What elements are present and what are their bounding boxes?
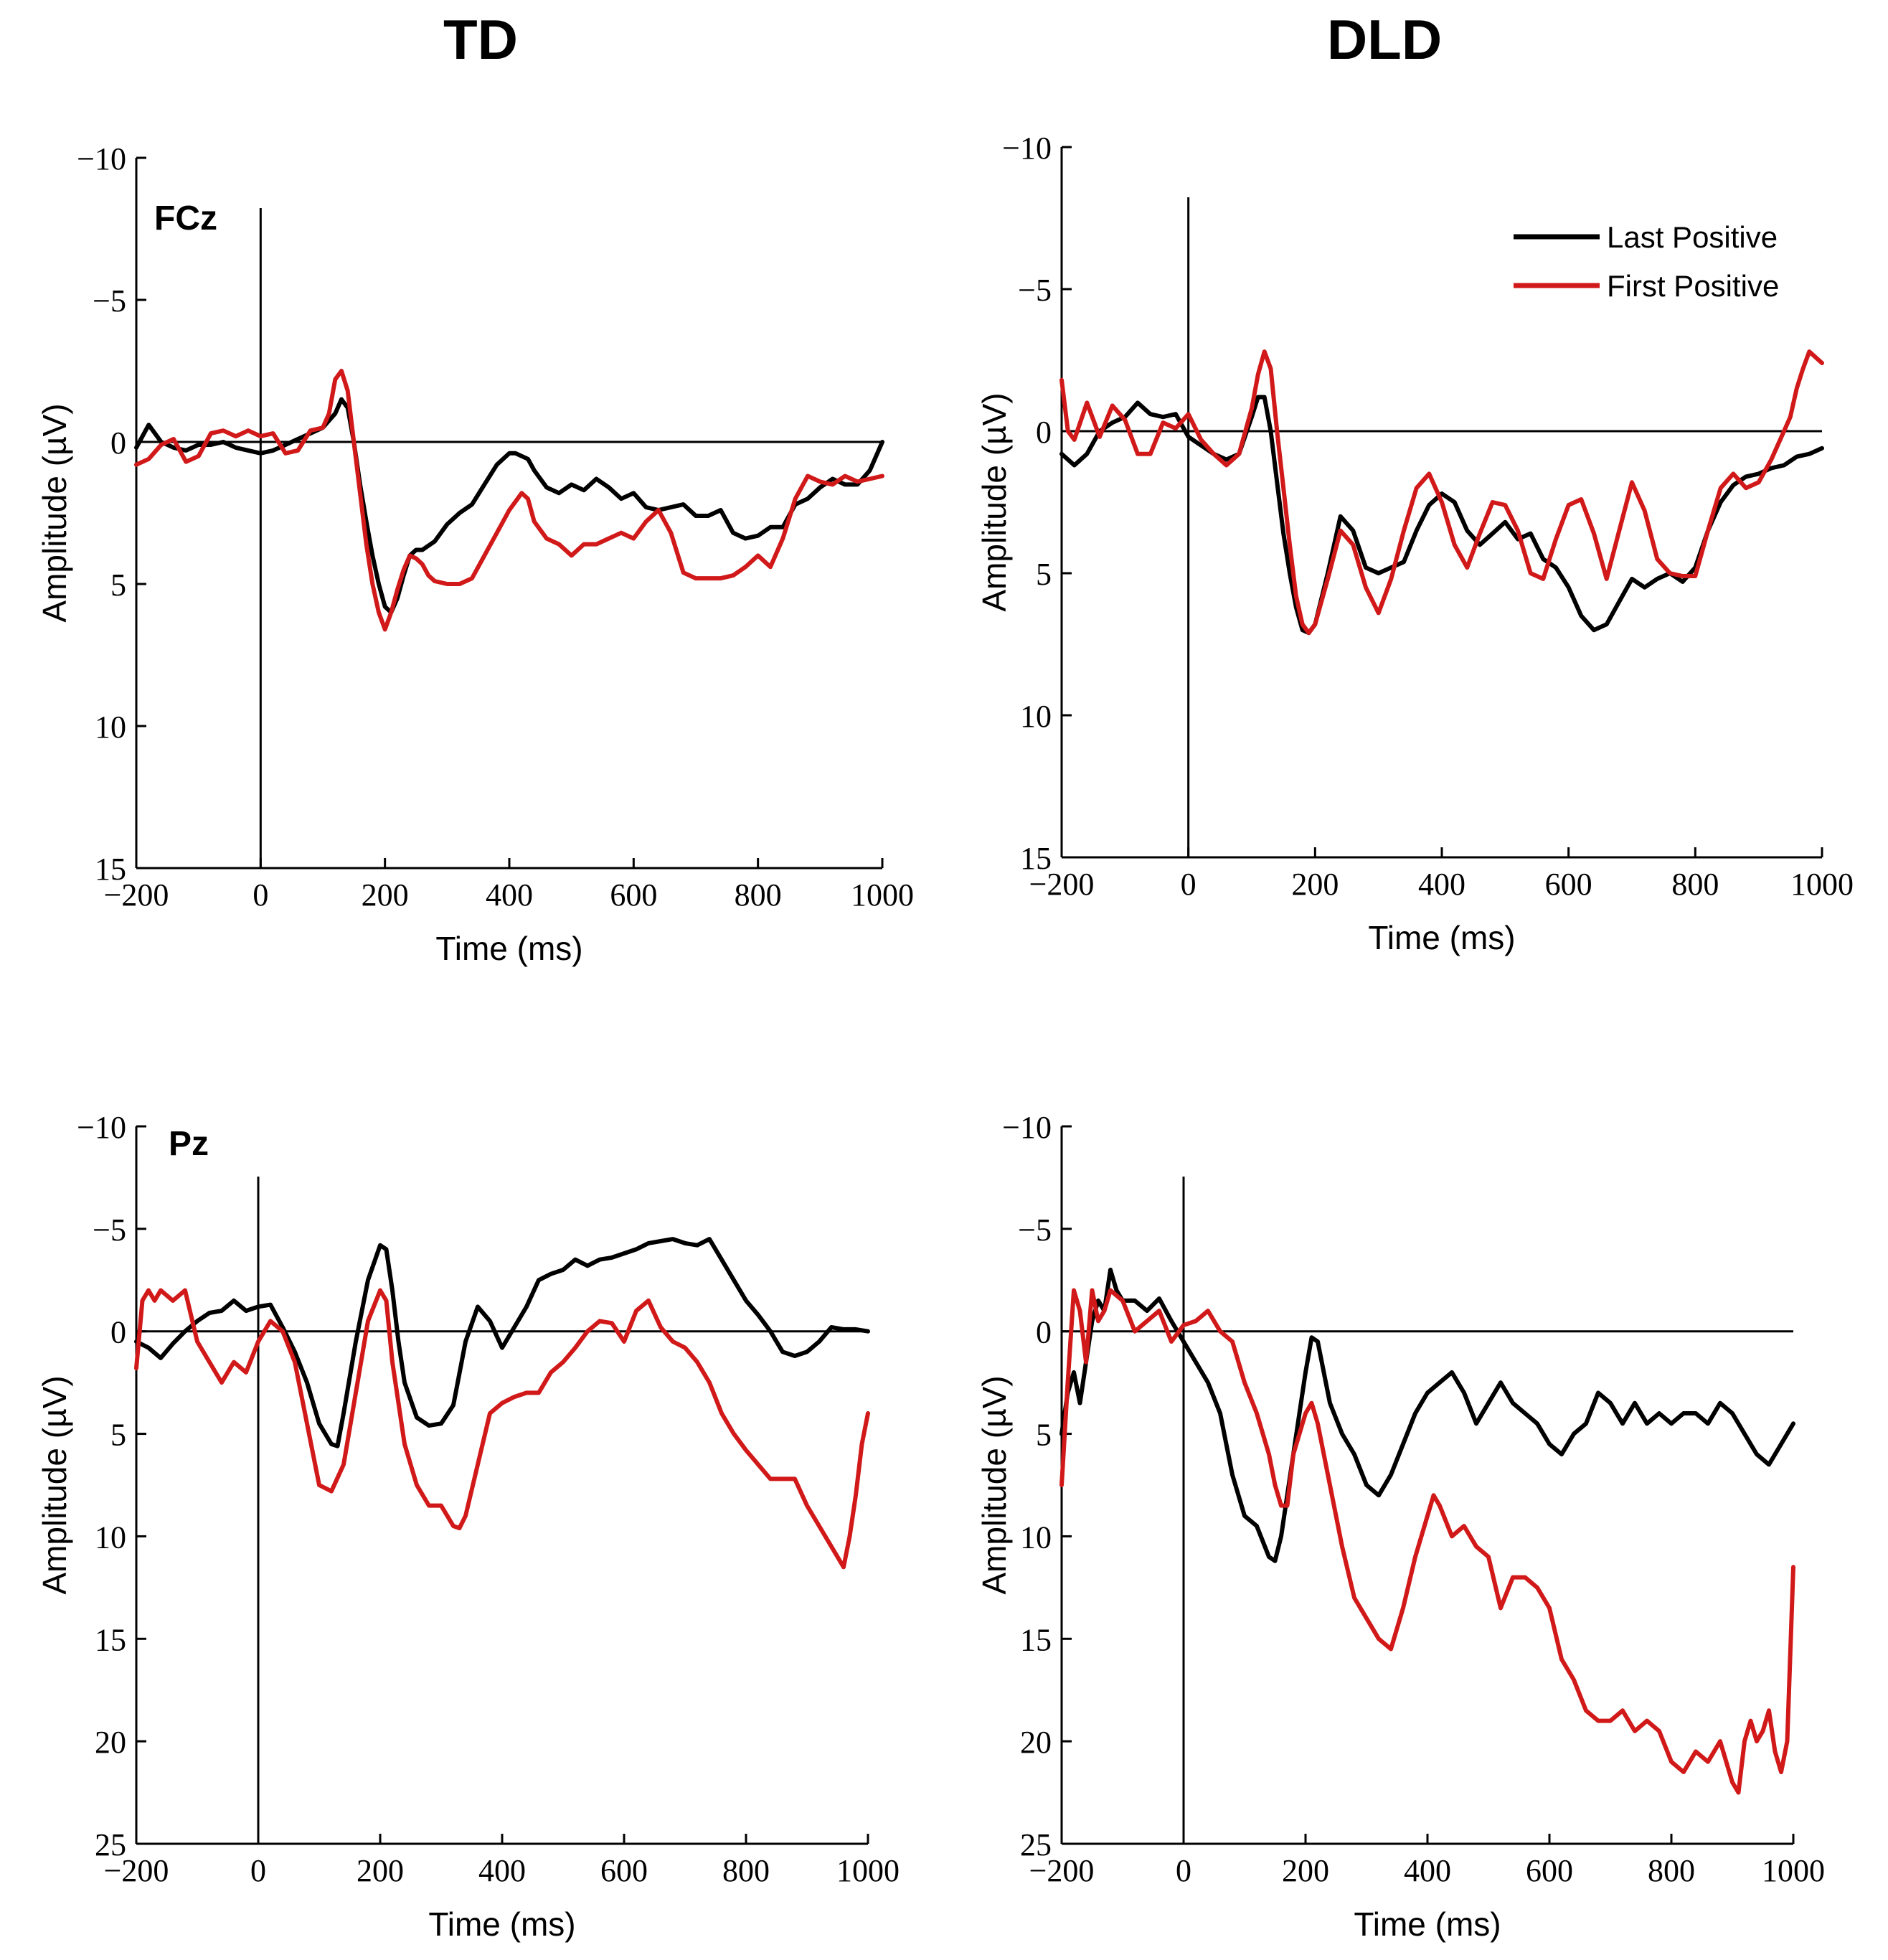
x-axis-title: Time (ms)	[1368, 919, 1515, 956]
y-tick-label: −10	[77, 1110, 126, 1145]
x-tick-label: 0	[1181, 867, 1196, 902]
x-tick-label: 0	[1176, 1853, 1191, 1888]
x-tick-label: 600	[1545, 867, 1592, 902]
y-tick-label: 10	[95, 710, 126, 745]
x-tick-label: 200	[1282, 1853, 1329, 1888]
legend-label: Last Positive	[1607, 220, 1778, 254]
x-tick-label: 400	[478, 1853, 526, 1888]
y-tick-label: −5	[1018, 1212, 1052, 1248]
y-tick-label: 0	[110, 425, 126, 461]
first-positive-series-line	[134, 369, 884, 632]
y-tick-label: 5	[1036, 1418, 1052, 1453]
x-tick-label: 600	[610, 877, 657, 913]
x-tick-label: 800	[735, 877, 782, 913]
x-tick-label: 1000	[1790, 867, 1854, 902]
chart-td-fcz: −200 0 200 400 600 800 1000 −10 −5 0 5 10 15 Time (ms…	[36, 141, 914, 967]
electrode-label: Pz	[169, 1125, 209, 1163]
x-tick-label: 600	[600, 1853, 648, 1888]
last-positive-series-line	[134, 1237, 870, 1448]
x-tick-label: −200	[104, 1853, 169, 1888]
last-positive-series-line	[1059, 1268, 1795, 1563]
y-tick-label: 15	[95, 1622, 126, 1657]
y-tick-label: 15	[1020, 841, 1052, 876]
y-tick-label: 0	[1036, 415, 1052, 450]
x-axis-title: Time (ms)	[435, 930, 582, 967]
y-axis-title: Amplitude (µV)	[36, 1375, 73, 1594]
y-tick-label: 5	[110, 1418, 126, 1453]
y-tick-label: −10	[1002, 1110, 1052, 1145]
y-tick-label: 10	[1020, 699, 1052, 734]
first-positive-series-line	[1059, 1288, 1795, 1795]
x-tick-label: 800	[1648, 1853, 1695, 1888]
chart-dld-pz: −200 0 200 400 600 800 1000 −10 −5 0 5 10 15 20 25 Time…	[976, 1110, 1825, 1943]
y-tick-label: 5	[1036, 557, 1052, 592]
y-tick-label: −5	[93, 283, 126, 319]
y-tick-label: 25	[1020, 1827, 1052, 1862]
x-tick-label: 200	[357, 1853, 404, 1888]
x-tick-label: −200	[104, 877, 169, 913]
y-axis-title: Amplitude (µV)	[976, 1375, 1013, 1594]
y-tick-label: 10	[95, 1520, 126, 1555]
y-tick-label: 5	[110, 567, 126, 603]
chart-td-pz: −200 0 200 400 600 800 1000 −10 −5 0 5 10 15 20 25 Time…	[36, 1110, 900, 1943]
y-tick-label: 0	[110, 1315, 126, 1350]
x-tick-label: 1000	[1762, 1853, 1825, 1888]
x-tick-label: 400	[1404, 1853, 1451, 1888]
x-tick-label: 600	[1526, 1853, 1573, 1888]
x-axis-title: Time (ms)	[1354, 1905, 1501, 1943]
legend-label: First Positive	[1607, 269, 1779, 303]
y-tick-label: 20	[1020, 1725, 1052, 1760]
y-tick-label: 25	[95, 1827, 126, 1862]
chart-dld-fcz: −200 0 200 400 600 800 1000 −10 −5 0 5 10 15 Time (ms…	[976, 131, 1854, 956]
y-tick-label: −10	[77, 141, 126, 176]
x-tick-label: 200	[1291, 867, 1339, 902]
column-title-td: TD	[443, 8, 518, 71]
y-tick-label: 15	[95, 852, 126, 887]
y-tick-label: 0	[1036, 1315, 1052, 1350]
y-axis-title: Amplitude (µV)	[36, 403, 73, 622]
first-positive-series-line	[1059, 349, 1824, 636]
x-tick-label: 800	[722, 1853, 770, 1888]
electrode-label: FCz	[154, 199, 217, 237]
column-title-dld: DLD	[1326, 8, 1443, 71]
x-tick-label: 800	[1671, 867, 1719, 902]
y-tick-label: −10	[1002, 131, 1052, 166]
y-tick-label: 20	[95, 1725, 126, 1760]
x-tick-label: −200	[1029, 1853, 1095, 1888]
x-axis-title: Time (ms)	[428, 1905, 575, 1943]
x-tick-label: 200	[362, 877, 409, 913]
x-tick-label: 400	[1418, 867, 1465, 902]
x-tick-label: 1000	[851, 877, 914, 913]
x-tick-label: 0	[252, 877, 268, 913]
x-tick-label: 0	[250, 1853, 266, 1888]
first-positive-series-line	[134, 1288, 870, 1570]
y-tick-label: −5	[93, 1212, 126, 1248]
y-axis-title: Amplitude (µV)	[976, 392, 1013, 611]
last-positive-series-line	[134, 397, 884, 615]
y-tick-label: 15	[1020, 1622, 1052, 1657]
x-tick-label: 1000	[836, 1853, 900, 1888]
last-positive-series-line	[1059, 395, 1824, 636]
y-tick-label: −5	[1018, 273, 1052, 308]
y-tick-label: 10	[1020, 1520, 1052, 1555]
x-tick-label: 400	[486, 877, 533, 913]
x-tick-label: −200	[1029, 867, 1095, 902]
